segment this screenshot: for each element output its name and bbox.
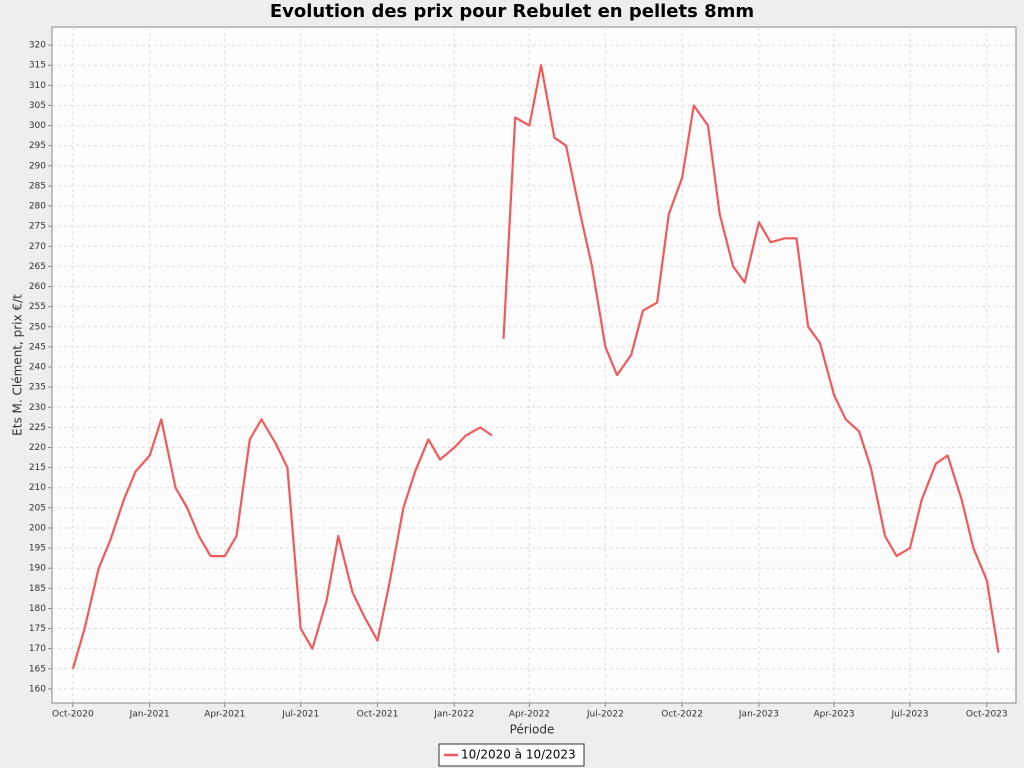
y-tick-label: 300	[29, 121, 46, 131]
y-tick-label: 215	[29, 463, 46, 473]
y-tick-label: 275	[29, 222, 46, 232]
y-tick-label: 260	[29, 282, 46, 292]
x-tick-label: Jul-2021	[281, 710, 319, 720]
y-axis-label: Ets M. Clément, prix €/t	[11, 294, 25, 436]
y-tick-label: 190	[29, 564, 46, 574]
y-tick-label: 250	[29, 322, 46, 332]
x-tick-label: Jan-2023	[738, 710, 779, 720]
y-tick-label: 295	[29, 141, 46, 151]
y-tick-label: 270	[29, 242, 46, 252]
y-tick-label: 160	[29, 684, 46, 694]
legend-box	[438, 743, 585, 767]
y-tick-label: 285	[29, 181, 46, 191]
y-tick-label: 195	[29, 544, 46, 554]
y-tick-label: 280	[29, 202, 46, 212]
x-tick-label: Oct-2020	[52, 710, 94, 720]
plot-area	[51, 26, 1017, 704]
y-tick-label: 265	[29, 262, 46, 272]
x-tick-label: Jul-2023	[890, 710, 928, 720]
y-tick-label: 225	[29, 423, 46, 433]
x-tick-label: Oct-2021	[357, 710, 399, 720]
x-axis-label: Période	[510, 723, 555, 737]
x-tick-label: Apr-2023	[813, 710, 854, 720]
x-tick-label: Oct-2022	[661, 710, 703, 720]
y-tick-label: 180	[29, 604, 46, 614]
y-tick-label: 245	[29, 342, 46, 352]
y-tick-label: 290	[29, 161, 46, 171]
y-tick-label: 185	[29, 584, 46, 594]
chart-title: Evolution des prix pour Rebulet en pelle…	[270, 1, 754, 22]
x-tick-label: Jul-2022	[586, 710, 624, 720]
y-tick-label: 315	[29, 61, 46, 71]
x-tick-label: Apr-2021	[204, 710, 245, 720]
y-tick-label: 235	[29, 383, 46, 393]
y-tick-label: 165	[29, 664, 46, 674]
legend-label: 10/2020 à 10/2023	[461, 748, 576, 762]
y-tick-label: 310	[29, 81, 46, 91]
y-tick-label: 255	[29, 302, 46, 312]
x-tick-label: Jan-2022	[433, 710, 474, 720]
y-tick-label: 230	[29, 403, 46, 413]
y-tick-label: 210	[29, 483, 46, 493]
y-tick-label: 170	[29, 644, 46, 654]
y-tick-label: 200	[29, 523, 46, 533]
x-tick-label: Jan-2021	[129, 710, 170, 720]
y-tick-label: 240	[29, 363, 46, 373]
x-tick-label: Oct-2023	[966, 710, 1008, 720]
x-tick-label: Apr-2022	[509, 710, 550, 720]
y-tick-label: 220	[29, 443, 46, 453]
y-tick-label: 175	[29, 624, 46, 634]
y-tick-label: 320	[29, 41, 46, 51]
y-tick-label: 305	[29, 101, 46, 111]
line	[71, 64, 1000, 670]
y-tick-label: 205	[29, 503, 46, 513]
